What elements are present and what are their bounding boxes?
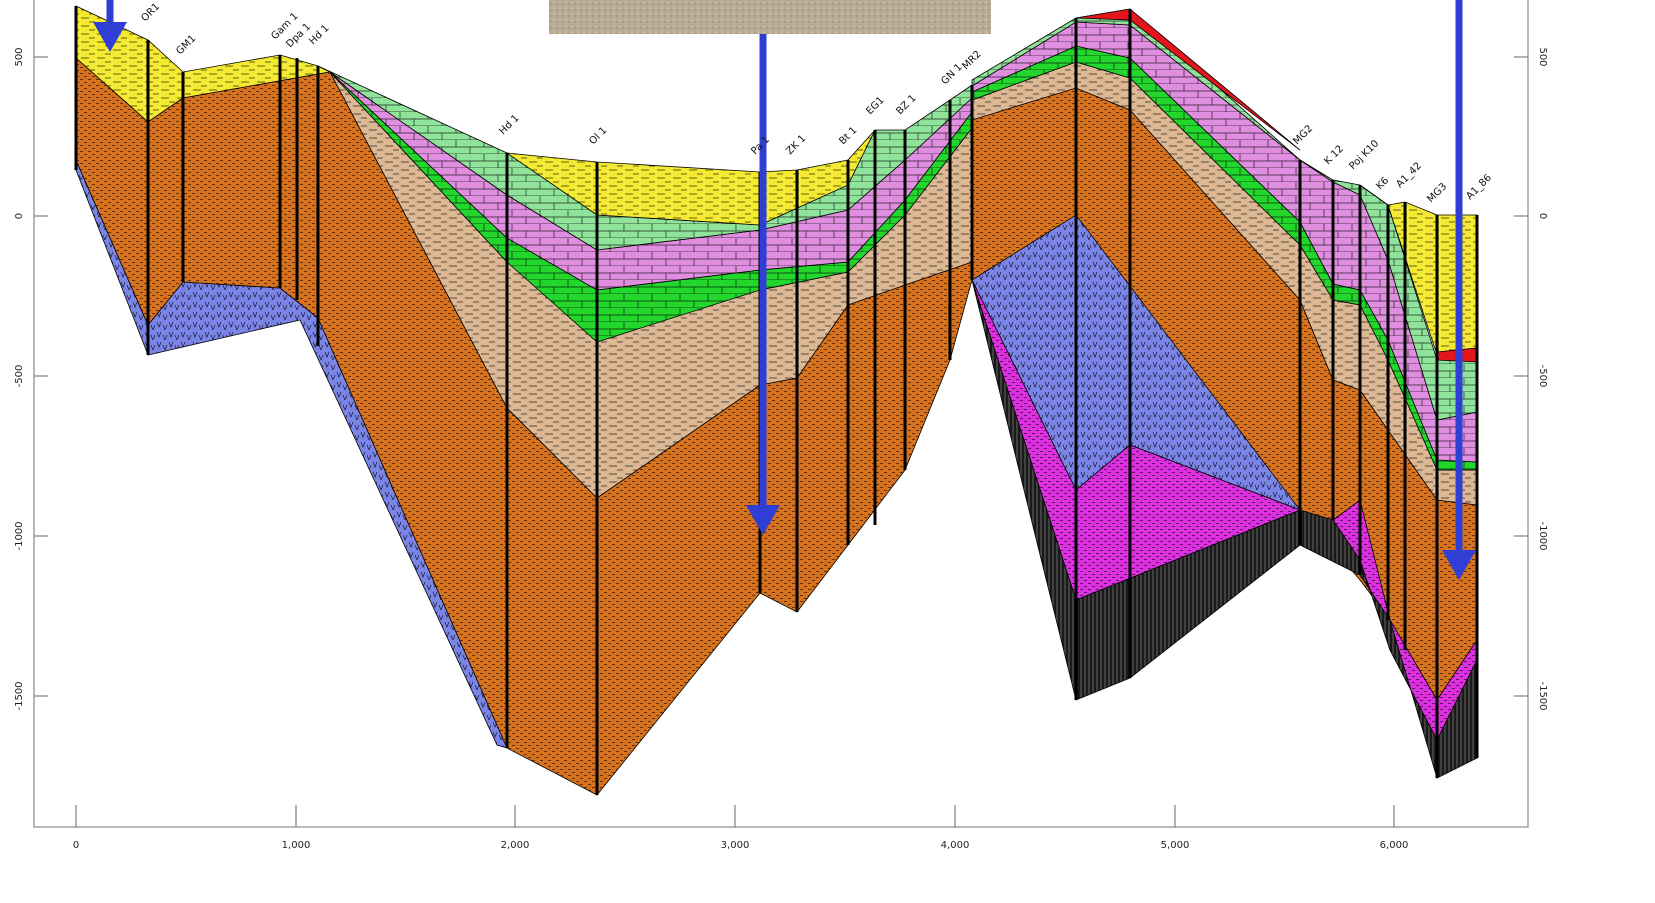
arrow-right-head — [1442, 550, 1476, 580]
layer-yellow-right-pattern — [1360, 185, 1477, 355]
y-tick-label-left: 0 — [14, 213, 25, 219]
x-tick-label: 3,000 — [721, 840, 750, 851]
layer-pink-mid-pattern — [330, 72, 972, 290]
inset-photo — [549, 0, 991, 34]
x-tick-label: 6,000 — [1380, 840, 1409, 851]
y-tick-label-right: -500 — [1537, 365, 1548, 388]
x-tick-label: 1,000 — [282, 840, 311, 851]
layer-tan-right-pattern — [972, 62, 1477, 505]
layer-blue-left-pattern — [76, 160, 507, 748]
layer-yellow-mid-outline — [506, 129, 876, 226]
well-columns — [74, 6, 1479, 795]
y-tick-label-right: -1000 — [1537, 521, 1548, 550]
x-tick-label: 4,000 — [941, 840, 970, 851]
x-tick-label: 5,000 — [1161, 840, 1190, 851]
layer-blue-right-pattern — [972, 215, 1300, 510]
layer-yellow-left-pattern — [76, 6, 330, 122]
y-tick-label-left: 500 — [14, 47, 25, 66]
axes: 0 1,000 2,000 3,000 4,000 5,000 6,000 500 0 -500 -… — [14, 47, 1548, 851]
layer-green-mid-pattern — [330, 72, 972, 342]
layer-magenta-far-pattern — [1333, 500, 1477, 740]
x-tick-label: 2,000 — [501, 840, 530, 851]
y-tick-label-left: -1500 — [14, 681, 25, 710]
layer-pink-right-pattern — [972, 22, 1477, 462]
y-tick-label-right: 500 — [1537, 47, 1548, 66]
y-tick-label-left: -500 — [14, 365, 25, 388]
layer-black-basement-pattern — [972, 280, 1477, 778]
layer-tan-mid-pattern — [330, 72, 972, 498]
strata-layers — [75, 5, 1478, 796]
arrow-middle-head — [746, 505, 780, 535]
arrow-left-head — [93, 22, 127, 52]
y-tick-label-right: 0 — [1537, 213, 1548, 219]
layer-orange-main-pattern — [76, 58, 972, 795]
y-tick-label-left: -1000 — [14, 521, 25, 550]
layer-magenta-right-pattern — [972, 280, 1300, 600]
layer-lightgreen-mid-pattern — [318, 66, 972, 250]
y-tick-label-right: -1500 — [1537, 681, 1548, 710]
layer-yellow-mid-pattern — [507, 130, 875, 225]
x-tick-label: 0 — [73, 840, 79, 851]
annotation-arrows — [93, 0, 1476, 580]
layer-red-top-outline — [1075, 8, 1301, 151]
